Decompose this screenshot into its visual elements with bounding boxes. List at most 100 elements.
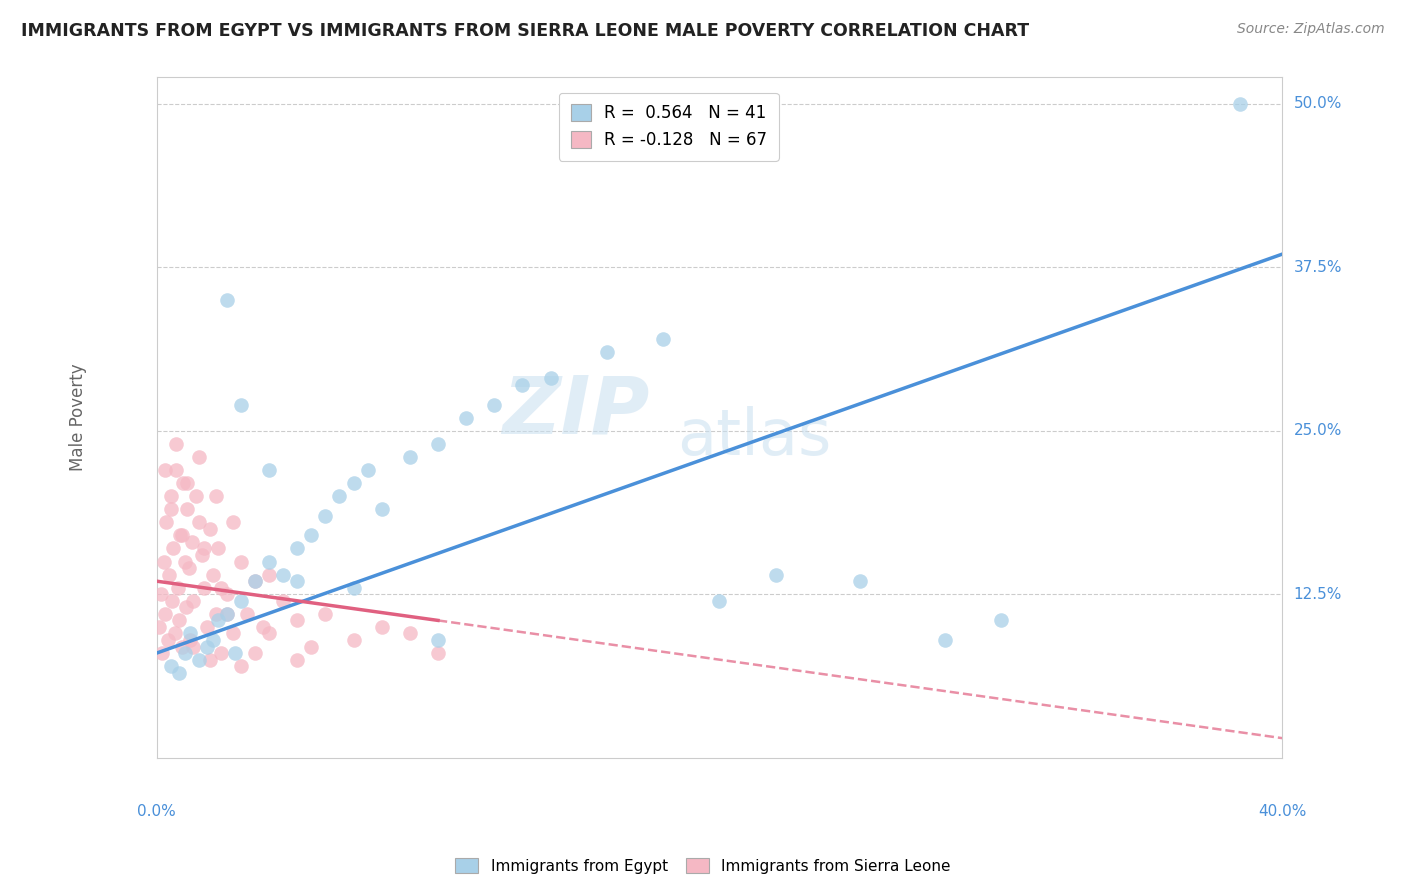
Point	[187, 653, 209, 667]
Point	[285, 653, 308, 667]
Point	[177, 561, 200, 575]
Text: IMMIGRANTS FROM EGYPT VS IMMIGRANTS FROM SIERRA LEONE MALE POVERTY CORRELATION C: IMMIGRANTS FROM EGYPT VS IMMIGRANTS FROM…	[21, 22, 1029, 40]
Point	[596, 345, 619, 359]
Point	[173, 555, 195, 569]
Legend: Immigrants from Egypt, Immigrants from Sierra Leone: Immigrants from Egypt, Immigrants from S…	[450, 852, 956, 880]
Point	[157, 567, 180, 582]
Text: Source: ZipAtlas.com: Source: ZipAtlas.com	[1237, 22, 1385, 37]
Text: 25.0%: 25.0%	[1294, 423, 1343, 438]
Point	[187, 450, 209, 464]
Point	[149, 587, 172, 601]
Point	[215, 607, 238, 621]
Point	[173, 646, 195, 660]
Point	[229, 594, 252, 608]
Point	[243, 574, 266, 589]
Point	[176, 502, 198, 516]
Point	[398, 450, 420, 464]
Point	[328, 489, 350, 503]
Point	[243, 574, 266, 589]
Point	[169, 528, 191, 542]
Point	[159, 502, 181, 516]
Point	[235, 607, 257, 621]
Point	[163, 626, 186, 640]
Point	[427, 646, 450, 660]
Text: ZIP: ZIP	[502, 372, 650, 450]
Point	[257, 626, 280, 640]
Point	[652, 332, 675, 346]
Point	[990, 614, 1012, 628]
Point	[170, 528, 193, 542]
Point	[299, 640, 322, 654]
Point	[252, 620, 274, 634]
Point	[934, 633, 956, 648]
Point	[198, 522, 221, 536]
Point	[190, 548, 212, 562]
Point	[209, 646, 232, 660]
Point	[172, 476, 194, 491]
Point	[229, 555, 252, 569]
Point	[159, 489, 181, 503]
Point	[187, 516, 209, 530]
Point	[314, 508, 336, 523]
Point	[398, 626, 420, 640]
Point	[314, 607, 336, 621]
Point	[765, 567, 787, 582]
Point	[160, 594, 183, 608]
Point	[215, 293, 238, 307]
Point	[370, 620, 392, 634]
Point	[456, 410, 478, 425]
Point	[224, 646, 246, 660]
Point	[257, 567, 280, 582]
Point	[484, 398, 506, 412]
Point	[148, 620, 170, 634]
Point	[257, 555, 280, 569]
Text: atlas: atlas	[678, 406, 831, 468]
Point	[176, 476, 198, 491]
Point	[184, 489, 207, 503]
Point	[215, 607, 238, 621]
Point	[155, 516, 177, 530]
Point	[243, 646, 266, 660]
Text: Male Poverty: Male Poverty	[69, 364, 87, 472]
Point	[153, 463, 176, 477]
Point	[181, 594, 204, 608]
Point	[153, 607, 176, 621]
Point	[207, 614, 229, 628]
Point	[342, 633, 364, 648]
Text: 50.0%: 50.0%	[1294, 96, 1343, 112]
Point	[198, 653, 221, 667]
Point	[201, 633, 224, 648]
Point	[193, 581, 215, 595]
Point	[221, 626, 243, 640]
Point	[201, 567, 224, 582]
Point	[342, 476, 364, 491]
Point	[180, 535, 202, 549]
Point	[285, 541, 308, 556]
Point	[342, 581, 364, 595]
Point	[299, 528, 322, 542]
Text: 40.0%: 40.0%	[1258, 804, 1306, 819]
Point	[159, 659, 181, 673]
Point	[209, 581, 232, 595]
Text: 0.0%: 0.0%	[138, 804, 176, 819]
Point	[512, 378, 534, 392]
Point	[167, 614, 190, 628]
Point	[162, 541, 184, 556]
Point	[370, 502, 392, 516]
Point	[229, 659, 252, 673]
Point	[207, 541, 229, 556]
Point	[179, 633, 201, 648]
Point	[257, 463, 280, 477]
Point	[285, 614, 308, 628]
Point	[165, 463, 187, 477]
Text: 12.5%: 12.5%	[1294, 587, 1343, 602]
Point	[271, 567, 294, 582]
Point	[427, 437, 450, 451]
Point	[166, 581, 188, 595]
Point	[156, 633, 179, 648]
Point	[174, 600, 197, 615]
Point	[221, 516, 243, 530]
Point	[285, 574, 308, 589]
Point	[195, 620, 218, 634]
Point	[179, 626, 201, 640]
